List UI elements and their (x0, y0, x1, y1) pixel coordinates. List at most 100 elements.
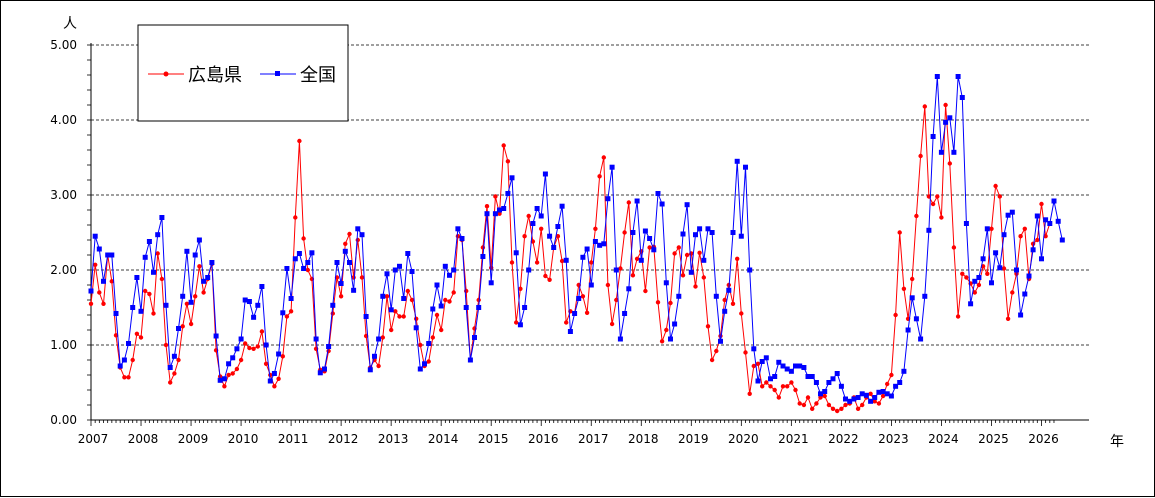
data-point (989, 280, 994, 286)
data-point (972, 278, 978, 284)
data-point (605, 282, 611, 288)
data-point (184, 301, 190, 306)
data-point (251, 314, 257, 320)
data-point (901, 286, 907, 291)
data-point (497, 207, 502, 213)
data-point (409, 297, 415, 303)
data-point (230, 371, 235, 376)
data-point (876, 389, 882, 395)
data-point (609, 164, 615, 170)
data-point (768, 376, 773, 382)
data-point (259, 284, 265, 289)
data-point (805, 374, 811, 379)
data-point (522, 234, 527, 239)
data-point (576, 296, 582, 301)
data-point (785, 384, 790, 389)
data-point (143, 288, 148, 294)
data-point (739, 311, 744, 316)
x-tick-label: 2008 (128, 432, 159, 446)
data-point (751, 363, 756, 369)
data-point (860, 402, 865, 408)
data-point (434, 312, 440, 318)
data-point (859, 391, 865, 397)
data-point (897, 230, 902, 235)
data-point (247, 345, 252, 351)
data-point (747, 267, 753, 273)
data-point (564, 320, 569, 325)
data-point (935, 194, 940, 199)
x-tick-label: 2020 (728, 432, 759, 446)
data-point (688, 269, 694, 275)
data-point (960, 271, 965, 276)
data-point (472, 335, 477, 340)
x-axis-unit-label: 年 (1110, 434, 1124, 450)
data-point (851, 396, 857, 402)
data-point (142, 254, 148, 260)
data-point (780, 363, 786, 369)
data-point (968, 301, 974, 307)
data-point (910, 276, 915, 282)
data-point (167, 365, 173, 370)
data-point (647, 245, 652, 250)
data-point (826, 402, 832, 408)
data-point (701, 257, 707, 263)
data-point (326, 344, 332, 349)
data-point (505, 191, 511, 196)
data-point (914, 213, 919, 219)
x-tick-label: 2007 (78, 432, 109, 446)
x-tick-label: 2010 (228, 432, 259, 446)
data-point (263, 342, 269, 348)
data-point (885, 381, 890, 387)
data-point (288, 296, 294, 301)
data-point (614, 297, 619, 303)
data-point (146, 239, 152, 244)
data-point (542, 171, 548, 177)
data-point (601, 241, 607, 247)
data-point (730, 230, 736, 235)
data-point (518, 286, 523, 291)
data-point (976, 275, 982, 280)
data-point (234, 346, 240, 352)
data-point (93, 262, 98, 267)
data-point (818, 391, 823, 397)
data-point (830, 376, 836, 382)
data-point (1043, 217, 1049, 223)
data-point (830, 406, 836, 411)
data-point (301, 266, 307, 271)
data-point (772, 387, 777, 393)
data-point (447, 272, 452, 278)
data-point (330, 302, 336, 308)
data-point (1039, 201, 1044, 207)
data-point (1014, 267, 1019, 273)
data-point (188, 299, 194, 305)
series-line (90, 104, 1051, 412)
data-point (493, 194, 498, 199)
data-point (330, 311, 335, 316)
data-point (701, 275, 706, 280)
data-point (176, 357, 181, 363)
data-point (313, 336, 319, 342)
data-point (376, 363, 381, 369)
data-point (951, 149, 957, 155)
data-point (526, 213, 531, 219)
data-point (880, 389, 886, 394)
data-point (730, 301, 736, 306)
data-point (92, 233, 98, 239)
data-point (884, 391, 890, 397)
data-point (617, 336, 623, 342)
data-point (984, 226, 990, 232)
data-point (1018, 234, 1023, 239)
series-line (90, 76, 1063, 403)
data-point (1043, 234, 1048, 239)
data-point (868, 391, 873, 396)
data-point (405, 251, 411, 256)
data-point (351, 287, 357, 293)
data-point (443, 297, 448, 303)
data-point (438, 303, 444, 309)
data-point (588, 282, 594, 288)
data-point (797, 401, 802, 406)
y-tick-label: 3.00 (50, 188, 77, 202)
data-point (1005, 212, 1011, 218)
data-point (534, 206, 540, 211)
data-point (1055, 218, 1061, 224)
